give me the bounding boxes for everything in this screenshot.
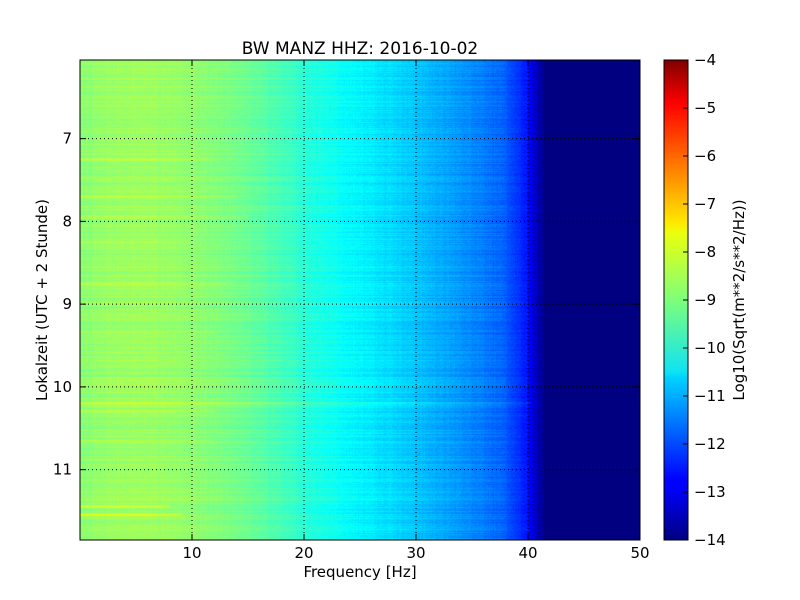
colorbar-tick-label: −9	[694, 291, 716, 309]
colorbar-tick-label: −12	[694, 435, 726, 453]
y-tick-label: 11	[53, 461, 72, 479]
chart-title: BW MANZ HHZ: 2016-10-02	[242, 39, 478, 59]
heatmap-canvas	[80, 60, 640, 540]
x-tick-label: 20	[294, 544, 313, 562]
colorbar-tick-label: −13	[694, 483, 726, 501]
x-tick-label: 10	[182, 544, 201, 562]
colorbar-tick-label: −6	[694, 147, 716, 165]
x-tick-label: 50	[630, 544, 649, 562]
colorbar-ticks: −4 −5 −6 −7 −8 −9 −10 −11 −12 −13 −14	[683, 51, 726, 549]
x-axis-ticks: 10 20 30 40 50	[182, 60, 650, 562]
y-tick-label: 7	[62, 130, 72, 148]
x-tick-label: 30	[406, 544, 425, 562]
colorbar-tick-label: −11	[694, 387, 726, 405]
heatmap-plot	[79, 59, 641, 541]
y-tick-label: 8	[62, 212, 72, 230]
colorbar-tick-label: −14	[694, 531, 726, 549]
y-tick-label: 10	[53, 378, 72, 396]
x-axis-label: Frequency [Hz]	[303, 563, 416, 581]
grid-lines	[80, 60, 640, 540]
colorbar-tick-label: −8	[694, 243, 716, 261]
colorbar-tick-label: −4	[694, 51, 716, 69]
plot-frame	[79, 59, 641, 541]
colorbar-tick-label: −5	[694, 99, 716, 117]
y-axis-ticks: 7 8 9 10 11	[53, 130, 640, 479]
colorbar-tick-label: −10	[694, 339, 726, 357]
y-tick-label: 9	[62, 295, 72, 313]
x-tick-label: 40	[518, 544, 537, 562]
colorbar-label: Log10(Sqrt(m**2/s**2/Hz))	[730, 199, 748, 400]
y-axis-label: Lokalzeit (UTC + 2 Stunde)	[33, 199, 51, 401]
colorbar: −4 −5 −6 −7 −8 −9 −10 −11 −12 −13 −14 Log10(Sqrt(m…	[663, 51, 748, 549]
colorbar-tick-label: −7	[694, 195, 716, 213]
